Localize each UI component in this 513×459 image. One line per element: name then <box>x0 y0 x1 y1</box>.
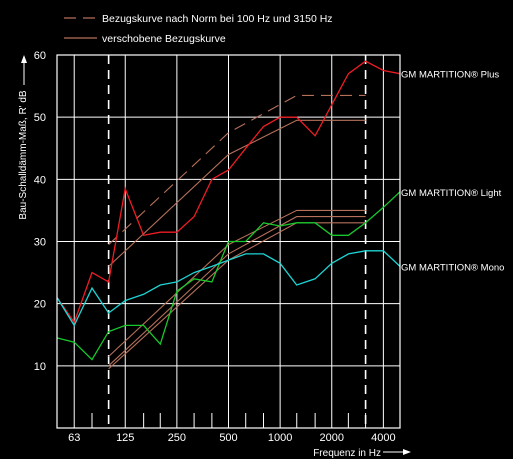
y-axis-label: Bau-Schalldämm-Maß, R' dB <box>18 90 29 220</box>
reference-curve-shifted <box>108 222 366 370</box>
data-series: GM MARTITION® Plus GM MARTITION® Light GM … <box>56 60 504 361</box>
reference-curves <box>108 94 366 370</box>
plot-frame <box>56 54 401 429</box>
series-line <box>56 250 401 327</box>
reference-curve-shifted <box>108 119 366 267</box>
x-tick-label: 500 <box>219 432 237 444</box>
series-line <box>56 191 401 361</box>
reference-curve-dashed <box>108 94 366 246</box>
y-tick-label: 20 <box>34 299 46 311</box>
y-axis-arrow <box>21 55 27 85</box>
reference-curve-shifted <box>108 216 366 367</box>
legend: Bezugskurve nach Norm bei 100 Hz und 315… <box>64 13 333 45</box>
x-tick-label: 63 <box>68 432 80 444</box>
x-tick-label: 2000 <box>320 432 344 444</box>
legend-label: Bezugskurve nach Norm bei 100 Hz und 315… <box>102 13 333 25</box>
x-axis-label: Frequenz in Hz <box>313 448 381 459</box>
x-tick-label: 125 <box>116 432 134 444</box>
series-line <box>56 60 401 324</box>
y-tick-label: 10 <box>34 361 46 373</box>
y-tick-label: 30 <box>34 237 46 249</box>
x-tick-label: 4000 <box>371 432 395 444</box>
series-label: GM MARTITION® Mono <box>401 262 504 273</box>
series-label: GM MARTITION® Plus <box>401 70 499 81</box>
y-tick-label: 60 <box>34 50 46 62</box>
x-axis-arrow <box>383 449 411 455</box>
axes: 10 20 30 40 50 60 63 125 250 500 1000 2000 4000 <box>34 50 401 444</box>
x-tick-label: 250 <box>168 432 186 444</box>
y-tick-label: 40 <box>34 174 46 186</box>
legend-label: verschobene Bezugskurve <box>102 33 226 45</box>
reference-curve-shifted <box>108 209 366 357</box>
series-label: GM MARTITION® Light <box>401 188 502 199</box>
y-tick-label: 50 <box>34 112 46 124</box>
x-tick-label: 1000 <box>268 432 292 444</box>
